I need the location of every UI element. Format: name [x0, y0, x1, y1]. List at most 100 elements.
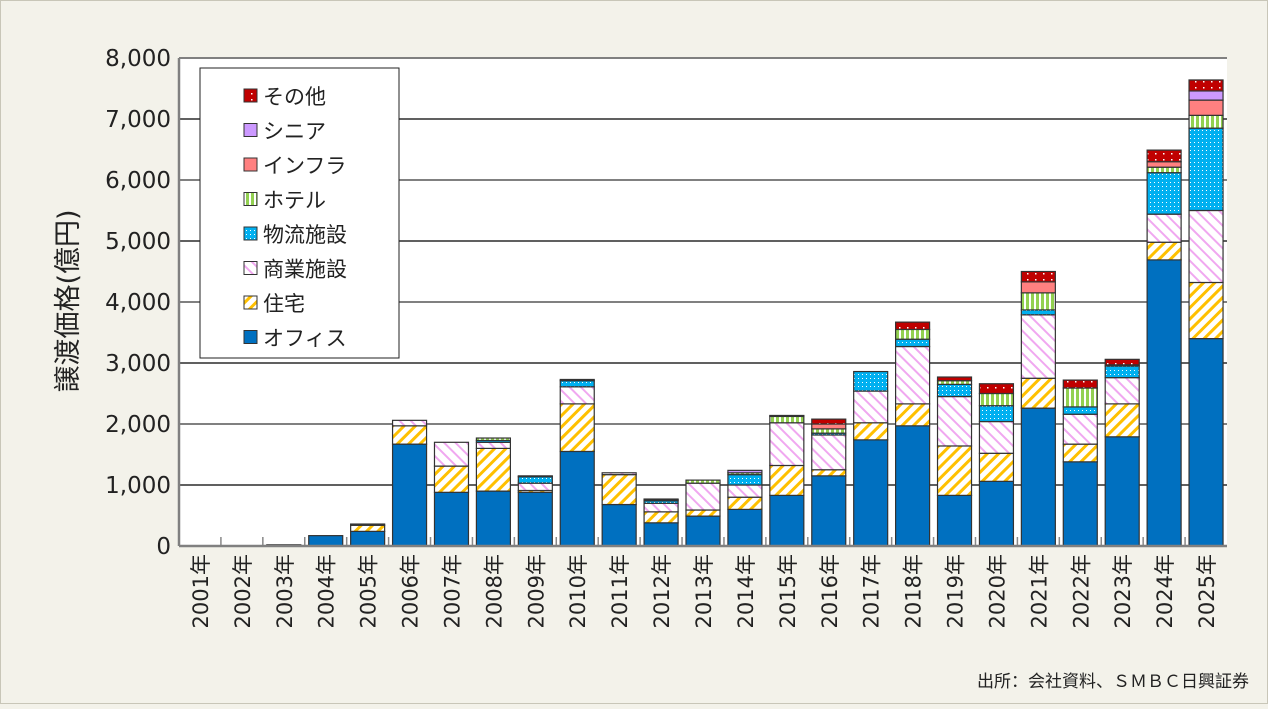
x-tick-label: 2018年 — [902, 554, 926, 628]
bar-segment-2017年-オフィス — [853, 439, 889, 547]
bar-segment-2009年-その他 — [517, 475, 553, 478]
tick-labels: 0 1,000 2,000 3,000 4,000 5,000 6,000 7,000 8,00… — [105, 46, 1219, 628]
y-tick-label: 5,000 — [105, 229, 171, 255]
bar-segment-2020年-その他 — [978, 383, 1015, 395]
x-tick-label: 2017年 — [860, 554, 884, 628]
bar-segment-2019年-物流施設 — [936, 383, 973, 398]
bar-segment-2019年-商業施設 — [936, 395, 973, 447]
x-tick-label: 2003年 — [273, 554, 297, 628]
bar-segment-2021年-商業施設 — [1020, 314, 1056, 379]
bar-segment-2011年-住宅 — [601, 474, 637, 506]
axes — [177, 58, 1227, 548]
bar-segment-2025年-インフラ — [1188, 99, 1224, 116]
bar-segment-2020年-物流施設 — [978, 405, 1015, 423]
bar-segment-2013年-住宅 — [685, 509, 721, 517]
bar-segment-2020年-オフィス — [978, 480, 1015, 547]
legend-label: 物流施設 — [263, 223, 347, 247]
x-tick-label: 2007年 — [440, 554, 464, 628]
x-tick-label: 2001年 — [189, 554, 213, 628]
bar-segment-2025年-シニア — [1188, 90, 1224, 101]
bar-segment-2016年-その他 — [811, 418, 847, 425]
bar-segment-2024年-住宅 — [1146, 241, 1182, 261]
x-tick-label: 2022年 — [1069, 554, 1093, 628]
bar-segment-2019年-その他 — [936, 376, 973, 382]
legend-swatch-住宅 — [243, 295, 258, 310]
bar-segment-2007年-住宅 — [433, 465, 470, 493]
bar-segment-2022年-オフィス — [1062, 461, 1098, 547]
bar-segment-2024年-ホテル — [1146, 166, 1182, 174]
y-tick-label: 8,000 — [105, 46, 171, 72]
bar-segment-2009年-オフィス — [517, 491, 553, 547]
x-tick-label: 2008年 — [482, 554, 506, 628]
bar-segment-2023年-オフィス — [1104, 436, 1140, 547]
y-tick-label: 1,000 — [105, 473, 171, 499]
bar-segment-2024年-物流施設 — [1146, 172, 1182, 215]
bar-segment-2021年-オフィス — [1020, 407, 1056, 547]
bar-segment-2017年-住宅 — [853, 422, 889, 441]
bar-segment-2016年-住宅 — [811, 469, 847, 477]
y-tick-label: 6,000 — [105, 168, 171, 194]
x-tick-label: 2011年 — [608, 554, 632, 628]
bar-segment-2006年-住宅 — [391, 425, 428, 445]
x-tick-label: 2014年 — [734, 554, 758, 628]
bar-segment-2010年-物流施設 — [559, 380, 595, 388]
x-tick-label: 2021年 — [1027, 554, 1051, 628]
x-tick-label: 2010年 — [566, 554, 590, 628]
bar-segment-2022年-その他 — [1062, 379, 1098, 389]
legend-swatch-オフィス — [243, 330, 258, 344]
bar-segment-2023年-商業施設 — [1104, 377, 1140, 405]
bar-segment-2020年-商業施設 — [978, 420, 1015, 454]
x-tick-label: 2015年 — [776, 554, 800, 628]
x-tick-label: 2013年 — [692, 554, 716, 628]
legend-swatch-その他 — [243, 88, 258, 103]
bar-segment-2022年-住宅 — [1062, 443, 1098, 463]
legend-swatch-シニア — [243, 123, 258, 137]
bar-segment-2012年-オフィス — [643, 522, 679, 547]
bar-segment-2014年-オフィス — [727, 508, 763, 547]
bar-segment-2014年-シニア — [727, 469, 763, 474]
bar-segment-2023年-住宅 — [1104, 403, 1140, 438]
x-tick-label: 2019年 — [944, 554, 968, 628]
bar-segment-2006年-オフィス — [391, 443, 428, 547]
bar-segment-2008年-オフィス — [475, 490, 511, 547]
bar-segment-2017年-商業施設 — [853, 390, 889, 424]
bar-segment-2004年-オフィス — [308, 535, 344, 547]
bar-segment-2025年-オフィス — [1188, 338, 1224, 547]
bar-segment-2025年-商業施設 — [1188, 209, 1224, 284]
bar-segment-2005年-住宅 — [350, 524, 386, 532]
bar-segment-2019年-住宅 — [936, 445, 973, 496]
bar-segment-2021年-物流施設 — [1020, 309, 1056, 316]
x-tick-label: 2025年 — [1195, 554, 1219, 628]
bar-segment-2016年-インフラ — [811, 423, 847, 430]
y-tick-label: 2,000 — [105, 412, 171, 438]
bar-segment-2025年-ホテル — [1188, 114, 1224, 129]
bar-segment-2017年-物流施設 — [853, 370, 889, 392]
bar-segment-2013年-商業施設 — [685, 482, 721, 511]
x-tick-label: 2009年 — [524, 554, 548, 628]
legend-label: 住宅 — [263, 292, 305, 316]
bar-segment-2020年-ホテル — [978, 392, 1015, 407]
bar-segment-2005年-商業施設 — [350, 523, 386, 526]
bar-segment-2008年-ホテル — [475, 437, 511, 442]
bar-segment-2009年-物流施設 — [517, 475, 553, 484]
legend-swatch-物流施設 — [243, 226, 258, 241]
bar-segment-2018年-オフィス — [894, 425, 931, 547]
bar-segment-2015年-オフィス — [769, 494, 805, 547]
bar-segment-2020年-住宅 — [978, 452, 1015, 482]
bar-segment-2015年-住宅 — [769, 464, 805, 496]
bar-segment-2015年-ホテル — [769, 415, 805, 424]
bar-segment-2024年-その他 — [1146, 149, 1182, 163]
bar-segment-2016年-商業施設 — [811, 434, 847, 471]
bar-segment-2022年-物流施設 — [1062, 406, 1098, 415]
x-tick-label: 2002年 — [231, 554, 255, 628]
bar-segment-2011年-商業施設 — [601, 472, 637, 476]
bar-segment-2023年-物流施設 — [1104, 365, 1140, 379]
x-tick-label: 2004年 — [315, 554, 339, 628]
legend-label: インフラ — [263, 154, 346, 178]
bar-segment-2005年-オフィス — [350, 530, 386, 547]
x-tick-label: 2016年 — [818, 554, 842, 628]
bar-segment-2024年-オフィス — [1146, 259, 1182, 547]
